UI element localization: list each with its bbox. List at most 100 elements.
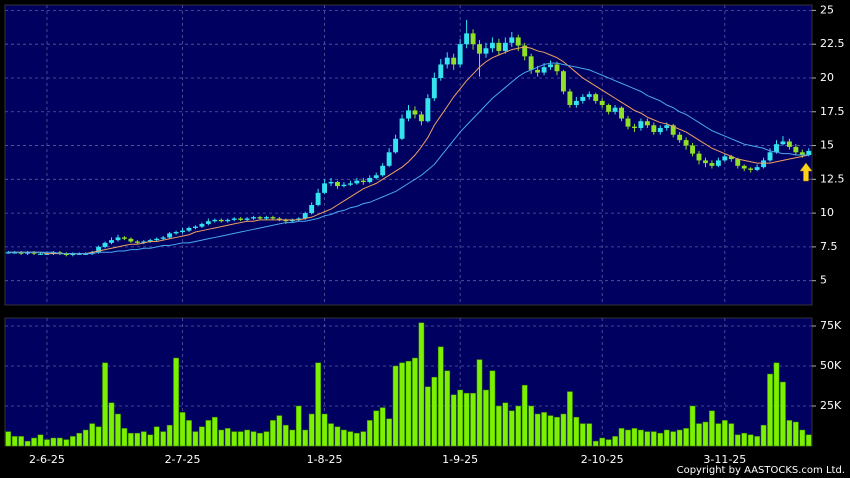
candle-body <box>767 152 773 161</box>
volume-bar <box>722 420 728 447</box>
candle-body <box>625 118 631 127</box>
volume-bar <box>57 437 63 447</box>
volume-bar <box>444 370 451 447</box>
volume-bar <box>592 440 599 447</box>
volume-bar <box>257 432 263 447</box>
moving-average-line <box>8 46 809 255</box>
volume-bar <box>489 370 496 447</box>
candle-body <box>793 146 799 153</box>
volume-bar <box>24 440 31 447</box>
candle-body <box>632 126 637 128</box>
candle-body <box>109 240 114 243</box>
volume-bar <box>95 426 102 447</box>
volume-bar <box>780 381 786 447</box>
volume-bar <box>115 413 121 447</box>
volume-bar <box>82 429 89 447</box>
candle-body <box>128 238 134 242</box>
candle-body <box>715 160 721 166</box>
candle-body <box>728 156 734 160</box>
volume-bar <box>244 429 250 447</box>
y-tick-label: 17.5 <box>820 105 845 118</box>
candle-body <box>360 180 366 183</box>
candle-body <box>5 252 11 254</box>
volume-bar <box>644 431 651 447</box>
volume-bar <box>689 405 696 447</box>
candle-body <box>322 183 328 193</box>
candle-body <box>741 165 747 169</box>
volume-bar <box>11 436 18 447</box>
volume-bar <box>625 429 631 447</box>
candle-body <box>489 42 495 49</box>
volume-bar <box>599 437 606 447</box>
candle-body <box>199 223 205 227</box>
candle-body <box>238 218 244 220</box>
y-tick-label: 25 <box>820 3 834 16</box>
candle-body <box>425 98 431 122</box>
volume-bar <box>69 436 76 447</box>
candle-body <box>328 182 334 184</box>
candle-body <box>619 107 625 119</box>
volume-bar <box>412 357 418 447</box>
candle-body <box>515 37 521 46</box>
volume-bar <box>579 423 586 447</box>
volume-bar <box>153 426 160 447</box>
candle-body <box>380 165 386 176</box>
candle-body <box>83 253 89 255</box>
candle-body <box>496 42 502 51</box>
candle-body <box>761 160 767 168</box>
moving-average-line <box>8 62 809 255</box>
volume-bar <box>166 424 173 447</box>
volume-bar <box>502 402 509 447</box>
candle-body <box>244 218 250 220</box>
candle-body <box>25 252 31 254</box>
volume-bar <box>605 439 612 447</box>
candle-body <box>457 44 463 65</box>
candle-body <box>690 145 696 154</box>
volume-bar <box>534 413 541 447</box>
candle-body <box>76 253 82 255</box>
volume-bar <box>263 431 270 447</box>
candle-body <box>386 152 392 166</box>
volume-bar <box>283 424 289 447</box>
candle-body <box>167 233 173 238</box>
volume-bar <box>450 394 457 447</box>
candle-body <box>283 219 289 222</box>
candle-body <box>63 253 69 255</box>
x-tick-label: 1-8-25 <box>307 453 343 466</box>
volume-bar <box>715 423 722 447</box>
candle-body <box>96 246 102 253</box>
copyright: Copyright by AASTOCKS.com Ltd. <box>677 465 845 476</box>
candle-body <box>528 56 534 70</box>
volume-bar <box>205 420 212 447</box>
candle-body <box>115 237 121 241</box>
volume-bar <box>515 405 522 447</box>
candle-body <box>606 105 612 112</box>
volume-bar <box>108 402 115 447</box>
volume-bar <box>483 389 489 447</box>
y-tick-label: 12.5 <box>820 172 845 185</box>
candle-body <box>212 219 218 222</box>
volume-bar <box>399 362 405 447</box>
volume-bar <box>463 392 470 447</box>
volume-bar <box>386 418 392 447</box>
volume-bar <box>250 431 257 447</box>
volume-bar <box>89 423 95 447</box>
candle-body <box>315 192 321 205</box>
volume-bar <box>586 423 593 447</box>
volume-bar <box>612 436 618 447</box>
volume-bar <box>211 416 218 447</box>
candle-body <box>560 71 566 92</box>
volume-bar <box>663 429 670 447</box>
volume-bar <box>521 384 528 447</box>
candle-body <box>147 240 153 242</box>
volume-bar <box>773 362 780 447</box>
candle-body <box>141 241 147 243</box>
candle-body <box>289 219 295 222</box>
volume-bar <box>360 431 367 447</box>
candle-body <box>412 110 418 115</box>
signal-arrow <box>799 162 813 182</box>
candle-body <box>251 217 257 219</box>
candle-body <box>541 67 547 73</box>
candle-body <box>580 96 586 101</box>
